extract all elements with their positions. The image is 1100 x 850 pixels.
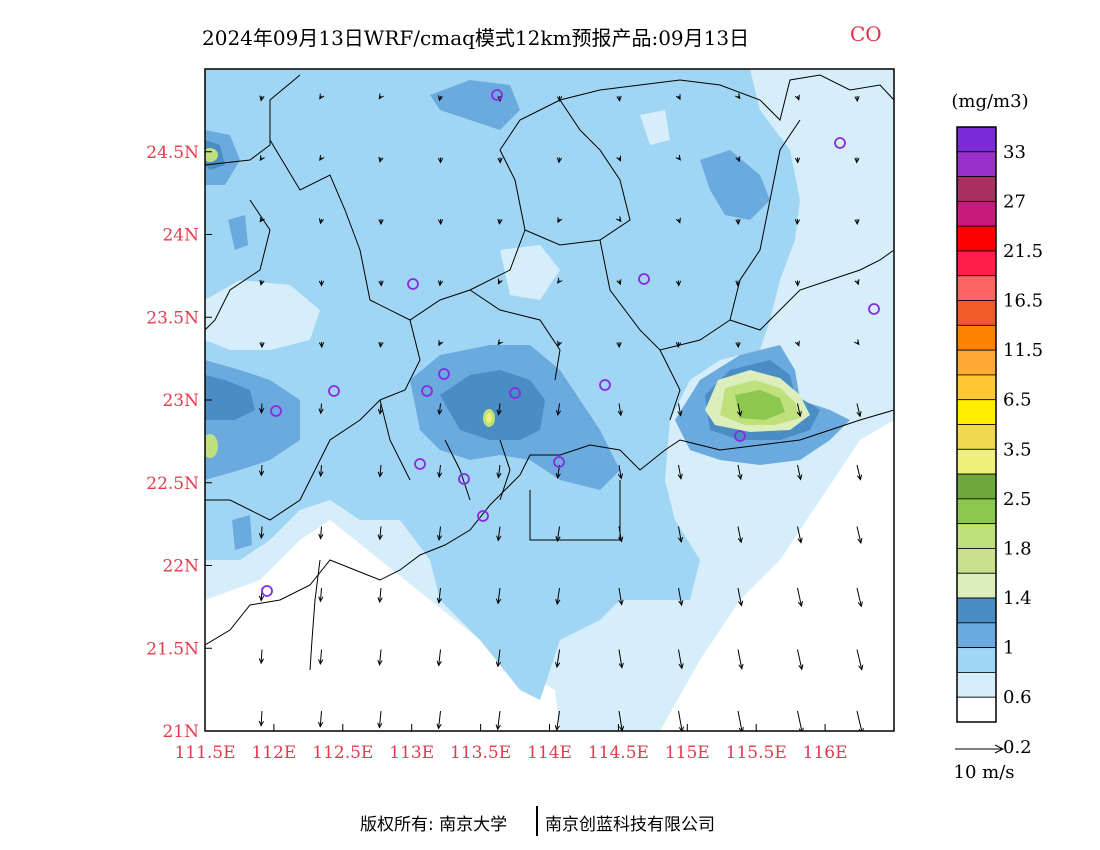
- station-marker: [328, 385, 340, 397]
- x-tick-label: 112E: [251, 743, 296, 763]
- colorbar-label: 2.5: [1003, 489, 1032, 510]
- colorbar-swatch: [956, 572, 997, 599]
- colorbar-swatch: [956, 672, 997, 698]
- colorbar-swatch: [956, 696, 997, 723]
- colorbar-swatch: [956, 349, 997, 376]
- station-marker: [553, 456, 565, 468]
- station-marker: [414, 458, 426, 470]
- boundary-lines: [205, 74, 894, 671]
- footer-divider: [536, 806, 538, 836]
- colorbar-label: 1: [1003, 638, 1014, 659]
- y-tick-label: 22N: [162, 557, 199, 577]
- y-tick-label: 22.5N: [146, 474, 199, 494]
- copyright-right: 南京创蓝科技有限公司: [545, 815, 715, 835]
- x-tick-label: 115E: [665, 743, 710, 763]
- colorbar-unit: (mg/m3): [951, 91, 1028, 112]
- colorbar-swatch: [956, 300, 997, 326]
- colorbar-swatch: [956, 498, 997, 525]
- colorbar-swatch: [956, 176, 997, 202]
- colorbar-swatch: [956, 275, 997, 301]
- colorbar-swatch: [956, 622, 997, 649]
- y-axis: 24.5N 24N 23.5N 23N 22.5N 22N 21.5N 21N: [146, 143, 212, 742]
- station-marker: [734, 430, 746, 442]
- concentration-field: [205, 69, 894, 731]
- y-tick-label: 24.5N: [146, 143, 199, 163]
- colorbar-swatch: [956, 473, 997, 500]
- colorbar-label: 0.6: [1003, 687, 1032, 708]
- colorbar-swatch: [956, 597, 997, 624]
- x-axis: 111.5E 112E 112.5E 113E 113.5E 114E 114.5E 115E…: [174, 724, 848, 763]
- colorbar-label: 1.8: [1003, 538, 1032, 559]
- x-tick-label: 111.5E: [174, 743, 235, 763]
- colorbar-label: 33: [1003, 142, 1026, 163]
- colorbar-label: 16.5: [1003, 291, 1043, 312]
- station-marker: [438, 368, 450, 380]
- x-tick-label: 114E: [527, 743, 572, 763]
- y-tick-label: 23.5N: [146, 308, 199, 328]
- colorbar-swatch: [956, 324, 997, 351]
- wind-vectors: [258, 93, 864, 731]
- pollutant-label: CO: [850, 22, 882, 46]
- station-marker: [638, 273, 650, 285]
- monitoring-stations: [261, 89, 880, 597]
- x-tick-label: 112.5E: [312, 743, 373, 763]
- colorbar-swatch: [956, 250, 997, 277]
- colorbar-swatch: [956, 523, 997, 549]
- colorbar-swatch: [956, 225, 997, 252]
- colorbar: 33 27 21.5 16.5 11.5 6.5 3.5 2.5 1.8 1.4 1 0.6 0.2: [956, 126, 1043, 758]
- wind-reference-label: 10 m/s: [954, 762, 1015, 783]
- colorbar-label: 21.5: [1003, 241, 1043, 262]
- station-marker: [421, 385, 433, 397]
- title-text: 2024年09月13日WRF/cmaq模式12km预报产品:09月13日: [202, 26, 750, 50]
- colorbar-label: 1.4: [1003, 588, 1032, 609]
- station-marker: [458, 473, 470, 485]
- wind-reference: 10 m/s: [954, 744, 1015, 783]
- colorbar-swatch: [956, 151, 997, 177]
- colorbar-swatch: [956, 200, 997, 227]
- x-tick-label: 114.5E: [588, 743, 649, 763]
- colorbar-swatch: [956, 399, 997, 425]
- colorbar-swatch: [956, 374, 997, 401]
- x-tick-label: 116E: [803, 743, 848, 763]
- station-marker: [491, 89, 503, 101]
- colorbar-swatch: [956, 424, 997, 450]
- y-tick-label: 23N: [162, 391, 199, 411]
- colorbar-swatch: [956, 548, 997, 574]
- station-marker: [261, 585, 273, 597]
- colorbar-label: 27: [1003, 191, 1026, 212]
- colorbar-swatch: [956, 126, 997, 153]
- x-tick-label: 113.5E: [450, 743, 511, 763]
- colorbar-label: 11.5: [1003, 340, 1043, 361]
- colorbar-swatch: [956, 448, 997, 475]
- station-marker: [834, 137, 846, 149]
- y-tick-label: 21N: [162, 722, 199, 742]
- x-tick-label: 113E: [389, 743, 434, 763]
- colorbar-swatch: [956, 647, 997, 673]
- copyright-left: 版权所有: 南京大学: [360, 815, 508, 835]
- station-marker: [477, 510, 489, 522]
- colorbar-label: 6.5: [1003, 390, 1032, 411]
- colorbar-label: 0.2: [1003, 737, 1032, 758]
- station-marker: [509, 387, 521, 399]
- station-marker: [599, 379, 611, 391]
- x-tick-label: 115.5E: [726, 743, 787, 763]
- station-marker: [407, 278, 419, 290]
- station-marker: [868, 303, 880, 315]
- y-tick-label: 24N: [162, 226, 199, 246]
- station-marker: [270, 405, 282, 417]
- y-tick-label: 21.5N: [146, 639, 199, 659]
- colorbar-label: 3.5: [1003, 439, 1032, 460]
